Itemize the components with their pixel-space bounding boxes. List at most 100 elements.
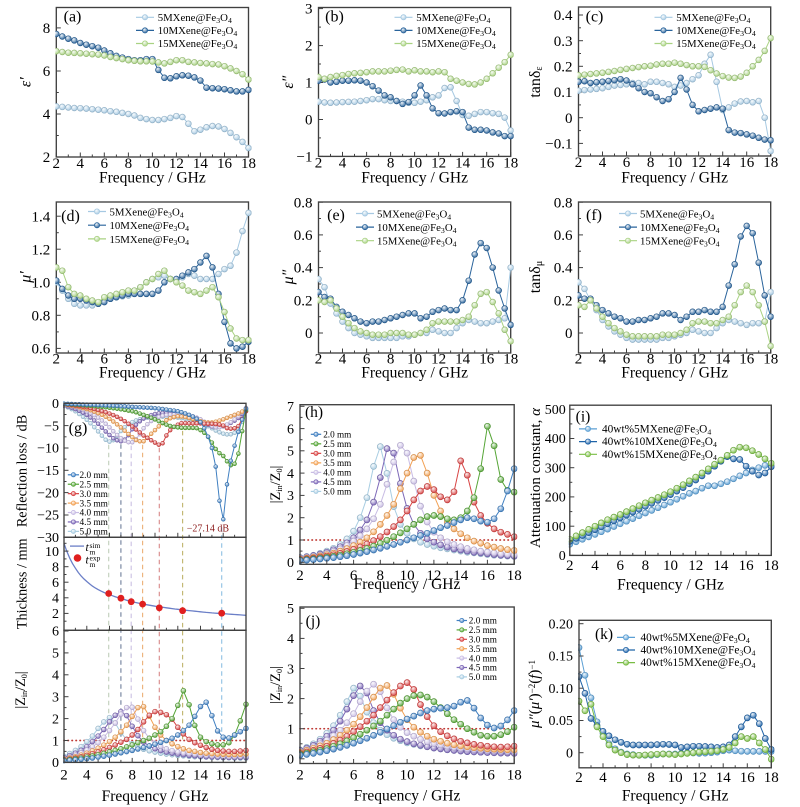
- svg-text:0.15: 0.15: [549, 650, 574, 665]
- svg-text:Frequency / GHz: Frequency / GHz: [617, 577, 724, 594]
- svg-text:0: 0: [52, 756, 59, 771]
- svg-text:16: 16: [739, 155, 755, 171]
- svg-text:4: 4: [77, 352, 85, 368]
- svg-text:8: 8: [125, 352, 133, 368]
- svg-text:0: 0: [305, 326, 313, 342]
- svg-text:5: 5: [287, 445, 294, 460]
- svg-text:0: 0: [52, 397, 59, 412]
- svg-text:1.4: 1.4: [32, 209, 51, 225]
- svg-text:16: 16: [480, 568, 496, 584]
- svg-text:4: 4: [77, 156, 85, 172]
- svg-text:−0.1: −0.1: [545, 137, 572, 153]
- svg-text:6: 6: [623, 155, 631, 171]
- svg-text:2.0 mm: 2.0 mm: [323, 430, 351, 440]
- svg-text:10MXene@Fe3O4: 10MXene@Fe3O4: [110, 220, 190, 233]
- svg-text:0.8: 0.8: [554, 195, 573, 211]
- svg-text:300: 300: [545, 462, 566, 477]
- svg-text:0.6: 0.6: [554, 228, 573, 244]
- svg-text:8: 8: [387, 352, 395, 368]
- svg-text:0.2: 0.2: [554, 293, 573, 309]
- svg-text:Frequency / GHz: Frequency / GHz: [622, 788, 729, 805]
- svg-text:(b): (b): [325, 9, 344, 26]
- svg-text:−1: −1: [297, 150, 313, 166]
- svg-text:ε″: ε″: [280, 75, 297, 88]
- svg-text:8: 8: [43, 21, 51, 37]
- svg-text:4: 4: [43, 107, 51, 123]
- svg-text:1: 1: [287, 534, 294, 549]
- svg-text:0.4: 0.4: [554, 261, 573, 277]
- svg-text:tanδε: tanδε: [527, 66, 545, 97]
- svg-text:5MXene@Fe3O4: 5MXene@Fe3O4: [676, 12, 750, 25]
- svg-text:14: 14: [453, 768, 469, 784]
- svg-text:8: 8: [642, 558, 650, 574]
- svg-text:8: 8: [128, 767, 136, 783]
- svg-text:6: 6: [101, 352, 109, 368]
- svg-text:200: 200: [545, 491, 566, 506]
- svg-text:0.2: 0.2: [554, 59, 573, 75]
- svg-text:16: 16: [479, 352, 495, 368]
- svg-text:0.20: 0.20: [549, 618, 574, 633]
- svg-text:10: 10: [145, 352, 160, 368]
- svg-text:|Zin/Z0|: |Zin/Z0|: [13, 671, 29, 708]
- svg-text:exp: exp: [90, 553, 101, 562]
- svg-text:4: 4: [323, 768, 331, 784]
- svg-text:0.6: 0.6: [32, 342, 51, 358]
- svg-text:3: 3: [287, 662, 294, 677]
- svg-text:2: 2: [52, 712, 59, 727]
- svg-text:−15: −15: [37, 464, 59, 479]
- svg-text:10: 10: [400, 768, 415, 784]
- svg-text:μ′: μ′: [18, 271, 35, 284]
- svg-text:μ″(μ′)−2(f)−1: μ″(μ′)−2(f)−1: [527, 660, 543, 729]
- svg-text:15MXene@Fe3O4: 15MXene@Fe3O4: [158, 38, 238, 51]
- svg-text:6: 6: [363, 155, 371, 171]
- svg-text:1.0: 1.0: [32, 275, 51, 291]
- svg-text:5MXene@Fe3O4: 5MXene@Fe3O4: [377, 209, 451, 222]
- svg-text:4: 4: [52, 592, 59, 607]
- svg-text:15MXene@Fe3O4: 15MXene@Fe3O4: [676, 38, 756, 51]
- svg-text:10: 10: [145, 156, 160, 172]
- svg-text:0.6: 0.6: [294, 228, 313, 244]
- svg-text:10MXene@Fe3O4: 10MXene@Fe3O4: [640, 222, 720, 235]
- svg-text:14: 14: [715, 352, 731, 368]
- svg-text:40wt%10MXene@Fe3O4: 40wt%10MXene@Fe3O4: [641, 645, 756, 658]
- svg-text:0.1: 0.1: [554, 85, 573, 101]
- svg-text:Frequency / GHz: Frequency / GHz: [99, 365, 206, 382]
- svg-text:(g): (g): [69, 420, 88, 437]
- svg-text:10: 10: [148, 767, 163, 783]
- svg-text:16: 16: [480, 768, 496, 784]
- svg-text:6: 6: [616, 558, 624, 574]
- svg-text:5.0 mm: 5.0 mm: [80, 528, 109, 538]
- svg-text:40wt%5MXene@Fe3O4: 40wt%5MXene@Fe3O4: [602, 424, 711, 437]
- svg-text:5MXene@Fe3O4: 5MXene@Fe3O4: [158, 12, 232, 25]
- svg-text:5MXene@Fe3O4: 5MXene@Fe3O4: [640, 209, 714, 222]
- svg-text:10MXene@Fe3O4: 10MXene@Fe3O4: [158, 25, 238, 38]
- svg-text:16: 16: [739, 352, 755, 368]
- svg-text:0.2: 0.2: [294, 293, 313, 309]
- svg-text:Attenuation constant, α: Attenuation constant, α: [528, 407, 544, 548]
- svg-text:−10: −10: [37, 442, 59, 457]
- svg-text:1.2: 1.2: [32, 242, 51, 258]
- svg-text:sim: sim: [90, 541, 101, 550]
- svg-text:18: 18: [763, 352, 778, 368]
- svg-text:3: 3: [52, 690, 59, 705]
- svg-text:2: 2: [305, 39, 313, 55]
- svg-text:4: 4: [599, 770, 607, 786]
- svg-text:4: 4: [599, 352, 607, 368]
- svg-text:40wt%10MXene@Fe3O4: 40wt%10MXene@Fe3O4: [602, 436, 717, 449]
- svg-text:18: 18: [507, 768, 522, 784]
- svg-text:μ″: μ″: [280, 269, 297, 285]
- svg-text:8: 8: [125, 156, 133, 172]
- svg-text:Thickness / mm: Thickness / mm: [15, 538, 31, 629]
- svg-text:3.0 mm: 3.0 mm: [80, 490, 109, 500]
- svg-text:12: 12: [169, 156, 184, 172]
- svg-text:16: 16: [217, 352, 233, 368]
- svg-text:4: 4: [287, 632, 294, 647]
- svg-text:4: 4: [323, 568, 331, 584]
- svg-text:16: 16: [216, 767, 232, 783]
- svg-text:3.5 mm: 3.5 mm: [80, 499, 109, 509]
- svg-text:12: 12: [688, 558, 703, 574]
- svg-text:2.0 mm: 2.0 mm: [80, 471, 109, 481]
- svg-text:4: 4: [83, 767, 91, 783]
- svg-text:|Zin/Z0|: |Zin/Z0|: [268, 466, 284, 504]
- svg-text:2: 2: [287, 512, 294, 527]
